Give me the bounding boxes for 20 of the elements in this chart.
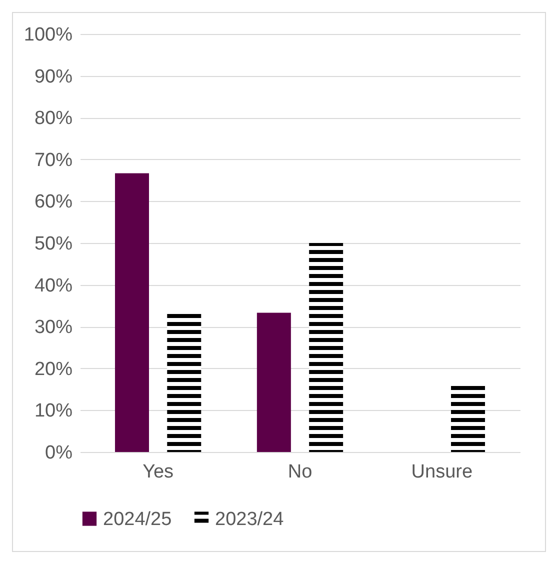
bar xyxy=(114,173,149,452)
y-tick-label: 100% xyxy=(24,24,73,46)
x-tick-label: Unsure xyxy=(411,462,473,482)
legend-label: 2023/24 xyxy=(215,508,284,530)
y-tick-label: 30% xyxy=(34,317,73,338)
y-tick-label: 60% xyxy=(34,192,73,213)
bar xyxy=(167,312,202,452)
y-tick-label: 50% xyxy=(34,234,73,254)
y-tick-label: 80% xyxy=(34,108,73,130)
x-tick-label: Yes xyxy=(142,462,174,482)
y-tick-label: 40% xyxy=(34,275,73,296)
y-tick-label: 20% xyxy=(34,358,73,380)
y-tick-label: 10% xyxy=(34,400,73,422)
y-tick-label: 90% xyxy=(34,66,73,88)
legend-label: 2024/25 xyxy=(103,508,172,530)
bar xyxy=(309,243,344,452)
bar xyxy=(256,312,291,452)
x-tick-label: No xyxy=(288,462,312,482)
y-tick-label: 0% xyxy=(45,442,73,464)
y-tick-label: 70% xyxy=(34,150,73,171)
